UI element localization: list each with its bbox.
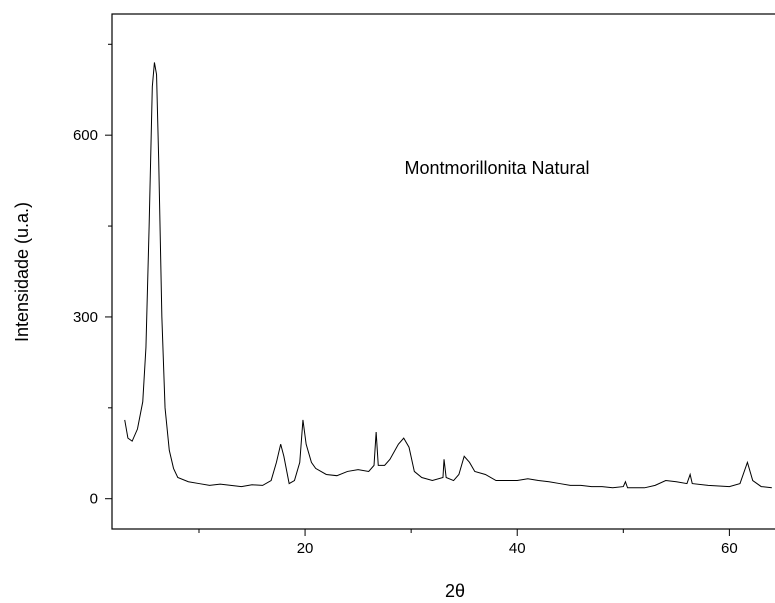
x-tick-label: 20 <box>297 540 314 557</box>
x-tick-label: 60 <box>721 540 738 557</box>
y-tick-label: 0 <box>90 491 98 508</box>
y-tick-label: 300 <box>73 309 98 326</box>
y-axis-label: Intensidade (u.a.) <box>12 202 32 342</box>
x-tick-label: 40 <box>509 540 526 557</box>
y-tick-label: 600 <box>73 127 98 144</box>
data-line <box>124 62 772 489</box>
x-axis-label: 2θ <box>445 581 465 601</box>
annotation: Montmorillonita Natural <box>404 158 589 178</box>
plot-frame <box>111 13 775 530</box>
